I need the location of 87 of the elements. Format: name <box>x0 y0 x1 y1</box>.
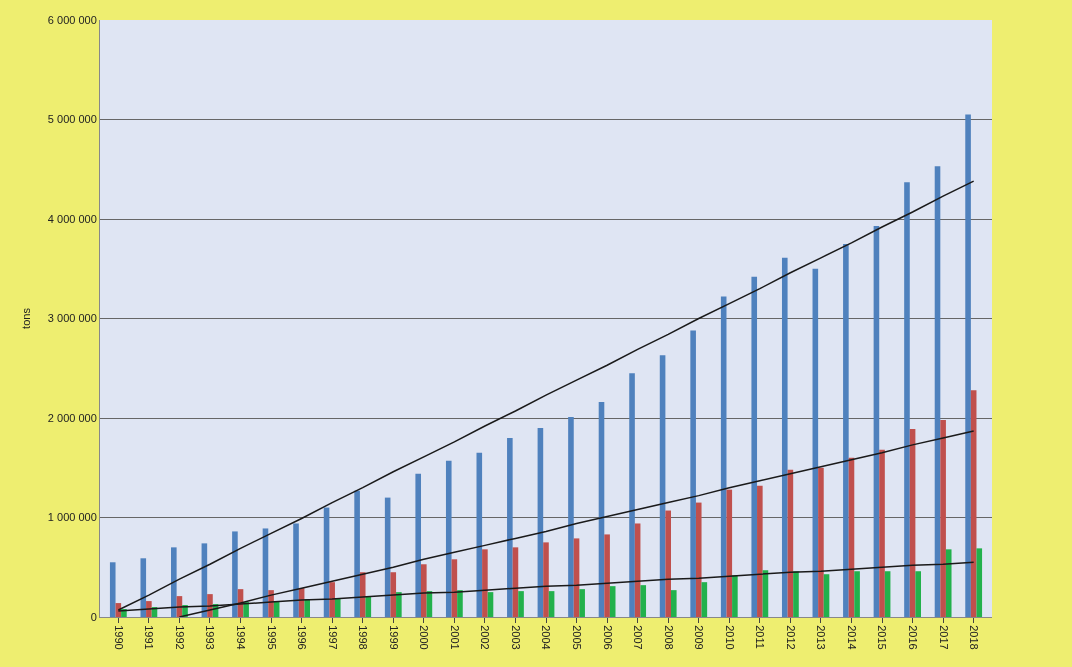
y-tick-label: 3 000 000 <box>47 312 97 325</box>
x-tick-label: 2018 <box>968 625 981 650</box>
bar <box>884 571 891 617</box>
x-tick-label: 2005 <box>570 625 583 650</box>
bar <box>726 489 733 617</box>
x-tick-label: 2003 <box>509 625 522 650</box>
bar <box>751 276 758 617</box>
bar <box>701 582 708 617</box>
x-tick-label: 2001 <box>448 625 461 650</box>
x-tick-label: 1992 <box>173 625 186 650</box>
x-tick-label: 1991 <box>143 625 156 650</box>
x-tick-label: 1990 <box>112 625 125 650</box>
x-tick-label: 2014 <box>845 625 858 650</box>
x-tick-label: 2009 <box>693 625 706 650</box>
bar <box>232 531 238 617</box>
bar <box>329 582 335 617</box>
x-tick-label: 2016 <box>907 625 920 650</box>
bar <box>548 591 555 617</box>
x-tick-label: 2017 <box>937 625 950 650</box>
x-tick-label: 2004 <box>540 625 553 650</box>
y-tick-label: 2 000 000 <box>47 411 97 424</box>
x-tick-label: 1995 <box>265 625 278 650</box>
bar <box>487 592 494 617</box>
bar <box>334 598 341 617</box>
bar <box>976 548 983 617</box>
x-tick-label: 1998 <box>357 625 370 650</box>
y-tick-label: 1 000 000 <box>47 511 97 524</box>
bar <box>445 460 452 617</box>
bar <box>359 572 366 617</box>
x-tick-label: 2000 <box>418 625 431 650</box>
bar <box>854 571 860 617</box>
x-tick-label: 1996 <box>296 625 309 650</box>
x-tick-label: 2010 <box>723 625 736 650</box>
bar <box>781 257 788 617</box>
bar <box>818 467 824 617</box>
y-axis-title: tons <box>19 307 32 329</box>
x-tick-label: 1999 <box>387 625 400 650</box>
y-tick-label: 6 000 000 <box>47 13 97 26</box>
bar <box>793 571 799 617</box>
x-tick-label: 2012 <box>784 625 797 650</box>
bar <box>640 585 647 617</box>
bar <box>354 490 360 617</box>
bar <box>665 510 671 617</box>
bar <box>670 590 677 617</box>
bar <box>609 586 616 617</box>
bar <box>293 523 299 617</box>
y-tick-label: 4 000 000 <box>47 212 97 225</box>
x-tick-label: 2011 <box>754 625 767 649</box>
bar <box>732 575 738 617</box>
x-tick-label: 2006 <box>601 625 614 650</box>
bar <box>415 473 422 617</box>
x-tick-label: 1993 <box>204 625 217 650</box>
bar <box>518 591 524 617</box>
x-tick-label: 2013 <box>815 625 828 650</box>
bar <box>140 558 147 617</box>
x-tick-label: 2002 <box>479 625 492 650</box>
bar <box>690 330 696 617</box>
x-tick-label: 1997 <box>326 625 339 650</box>
bar <box>579 589 585 617</box>
bar <box>421 564 427 617</box>
bar <box>757 485 763 617</box>
x-tick-label: 2008 <box>662 625 675 650</box>
bar <box>940 419 946 617</box>
bar <box>904 182 910 617</box>
bar <box>629 373 635 617</box>
bar <box>543 542 549 617</box>
bar <box>823 574 830 617</box>
x-tick-label: 2015 <box>876 625 889 650</box>
bar <box>507 437 513 617</box>
bar <box>390 572 397 617</box>
bar <box>945 549 952 617</box>
bar <box>396 592 402 617</box>
x-tick-label: 1994 <box>234 625 247 650</box>
bar <box>171 547 177 617</box>
bar <box>915 571 921 617</box>
bar <box>879 449 885 617</box>
bar <box>695 502 702 617</box>
y-tick-label: 5 000 000 <box>47 113 97 126</box>
bar <box>568 417 574 617</box>
bar <box>604 534 610 617</box>
bar <box>843 243 849 617</box>
y-tick-label: 0 <box>90 610 97 623</box>
bar <box>109 562 116 617</box>
x-tick-label: 2007 <box>632 625 645 650</box>
bar <box>482 549 488 617</box>
bar <box>457 590 463 617</box>
bar <box>965 114 971 617</box>
